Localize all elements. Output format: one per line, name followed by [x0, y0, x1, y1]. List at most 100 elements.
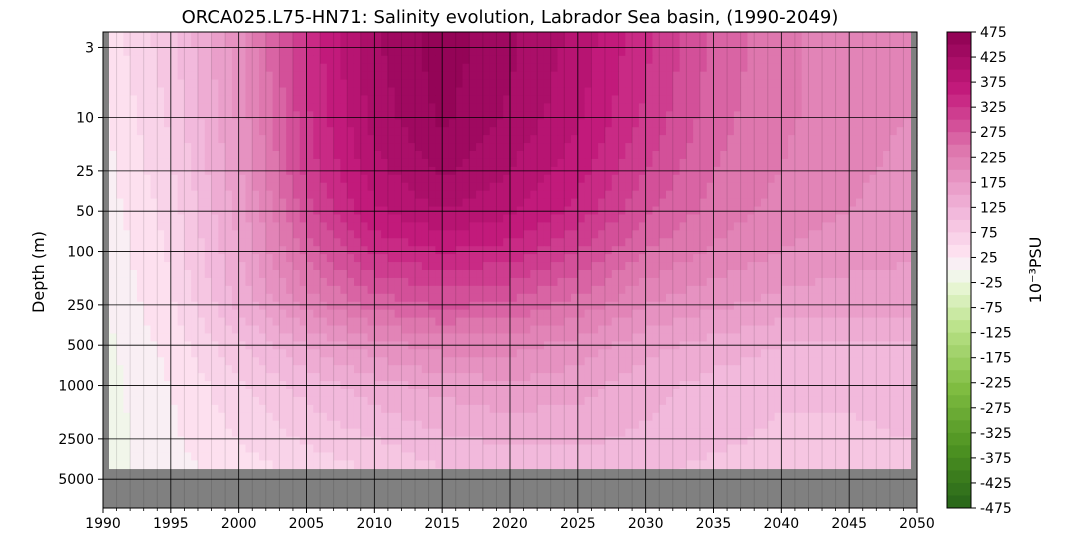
heatmap-cell: [693, 111, 701, 120]
heatmap-cell: [265, 103, 274, 112]
heatmap-cell: [842, 325, 850, 335]
heatmap-cell: [387, 222, 396, 231]
heatmap-cell: [489, 135, 498, 144]
heatmap-cell: [299, 206, 308, 216]
heatmap-cell: [469, 190, 477, 200]
heatmap-cell: [313, 254, 321, 263]
heatmap-cell: [693, 32, 701, 41]
heatmap-cell: [130, 55, 138, 65]
heatmap-cell: [516, 285, 525, 295]
heatmap-cell: [197, 214, 206, 223]
heatmap-cell: [252, 293, 260, 303]
heatmap-cell: [604, 270, 613, 279]
heatmap-cell: [686, 349, 694, 358]
heatmap-cell: [353, 182, 362, 192]
heatmap-cell: [767, 230, 776, 239]
heatmap-cell: [733, 95, 742, 104]
heatmap-cell: [442, 301, 450, 311]
heatmap-cell: [869, 341, 877, 350]
heatmap-cell: [883, 270, 891, 279]
heatmap-cell: [781, 309, 789, 319]
heatmap-cell: [157, 317, 165, 327]
heatmap-cell: [530, 198, 538, 208]
heatmap-cell: [666, 349, 674, 358]
heatmap-cell: [245, 238, 253, 247]
heatmap-cell: [611, 246, 620, 255]
heatmap-cell: [123, 246, 131, 255]
heatmap-cell: [577, 95, 586, 104]
heatmap-cell: [591, 55, 599, 65]
heatmap-cell: [191, 262, 199, 271]
heatmap-cell: [489, 119, 498, 128]
heatmap-cell: [292, 325, 301, 335]
heatmap-cell: [591, 285, 599, 295]
heatmap-cell: [747, 174, 755, 184]
heatmap-cell: [482, 285, 491, 295]
heatmap-cell: [862, 87, 871, 97]
heatmap-cell: [788, 333, 796, 342]
heatmap-cell: [225, 246, 233, 255]
heatmap-cell: [767, 103, 776, 112]
heatmap-cell: [408, 317, 416, 327]
heatmap-cell: [808, 293, 816, 303]
heatmap-cell: [184, 277, 192, 287]
heatmap-cell: [482, 71, 491, 81]
heatmap-cell: [760, 103, 769, 112]
heatmap-cell: [394, 349, 403, 358]
heatmap-cell: [109, 190, 118, 200]
heatmap-cell: [374, 333, 382, 342]
heatmap-cell: [326, 95, 335, 104]
heatmap-cell: [584, 103, 592, 112]
heatmap-cell: [455, 174, 464, 184]
heatmap-cell: [801, 87, 810, 97]
heatmap-cell: [164, 95, 172, 104]
heatmap-cell: [889, 32, 898, 41]
heatmap-cell: [306, 95, 314, 104]
heatmap-cell: [428, 127, 436, 136]
heatmap-cell: [191, 222, 199, 231]
heatmap-cell: [733, 119, 742, 128]
heatmap-cell: [781, 95, 789, 104]
heatmap-cell: [455, 135, 464, 144]
heatmap-cell: [184, 143, 192, 152]
heatmap-cell: [442, 119, 450, 128]
heatmap-cell: [855, 55, 864, 65]
heatmap-cell: [537, 309, 545, 319]
heatmap-cell: [231, 190, 240, 200]
heatmap-cell: [557, 111, 565, 120]
heatmap-cell: [231, 55, 240, 65]
heatmap-cell: [381, 143, 389, 152]
heatmap-cell: [754, 246, 762, 255]
heatmap-cell: [164, 270, 172, 279]
heatmap-cell: [177, 262, 185, 271]
heatmap-cell: [760, 47, 769, 57]
heatmap-cell: [842, 63, 850, 73]
heatmap-cell: [496, 222, 504, 231]
heatmap-cell: [259, 71, 267, 81]
heatmap-cell: [204, 127, 213, 136]
heatmap-cell: [903, 79, 911, 89]
heatmap-cell: [604, 254, 613, 263]
heatmap-cell: [543, 119, 552, 128]
heatmap-cell: [211, 39, 219, 49]
heatmap-cell: [835, 119, 843, 128]
heatmap-cell: [116, 143, 124, 152]
heatmap-cell: [428, 309, 436, 319]
heatmap-cell: [340, 317, 348, 327]
heatmap-cell: [381, 119, 389, 128]
heatmap-cell: [794, 47, 803, 57]
heatmap-cell: [374, 119, 382, 128]
heatmap-cell: [387, 182, 396, 192]
heatmap-cell: [727, 143, 735, 152]
heatmap-cell: [754, 55, 762, 65]
heatmap-cell: [252, 270, 260, 279]
heatmap-cell: [381, 182, 389, 192]
heatmap-cell: [706, 277, 715, 287]
heatmap-cell: [645, 254, 654, 263]
heatmap-cell: [523, 309, 531, 319]
heatmap-cell: [516, 222, 525, 231]
heatmap-cell: [292, 63, 301, 73]
heatmap-cell: [415, 357, 423, 366]
heatmap-cell: [462, 158, 470, 168]
